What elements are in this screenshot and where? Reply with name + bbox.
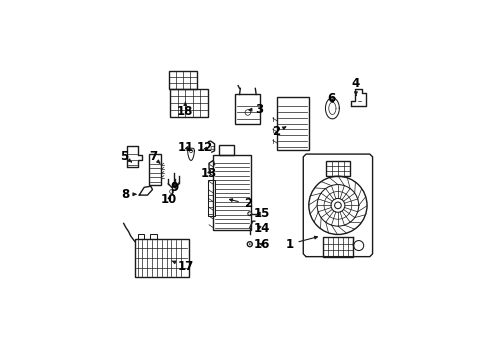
- Text: 2: 2: [272, 125, 285, 138]
- Text: 18: 18: [176, 102, 193, 118]
- Text: 8: 8: [121, 188, 136, 201]
- Text: 2: 2: [229, 198, 251, 211]
- Text: 15: 15: [253, 207, 269, 220]
- Text: 4: 4: [351, 77, 359, 95]
- Text: 12: 12: [196, 141, 213, 154]
- Text: 6: 6: [326, 92, 334, 105]
- Text: 16: 16: [253, 238, 269, 251]
- Text: 10: 10: [161, 193, 177, 206]
- Circle shape: [248, 243, 250, 245]
- Text: 7: 7: [149, 150, 160, 163]
- Text: 5: 5: [120, 150, 131, 163]
- Text: 1: 1: [285, 236, 317, 251]
- Text: 13: 13: [201, 167, 217, 180]
- Circle shape: [334, 202, 341, 209]
- Circle shape: [247, 212, 251, 216]
- Text: 17: 17: [172, 260, 193, 273]
- Text: 9: 9: [170, 181, 178, 194]
- Text: 11: 11: [178, 141, 194, 154]
- Text: 3: 3: [248, 103, 263, 116]
- Text: 14: 14: [253, 222, 269, 235]
